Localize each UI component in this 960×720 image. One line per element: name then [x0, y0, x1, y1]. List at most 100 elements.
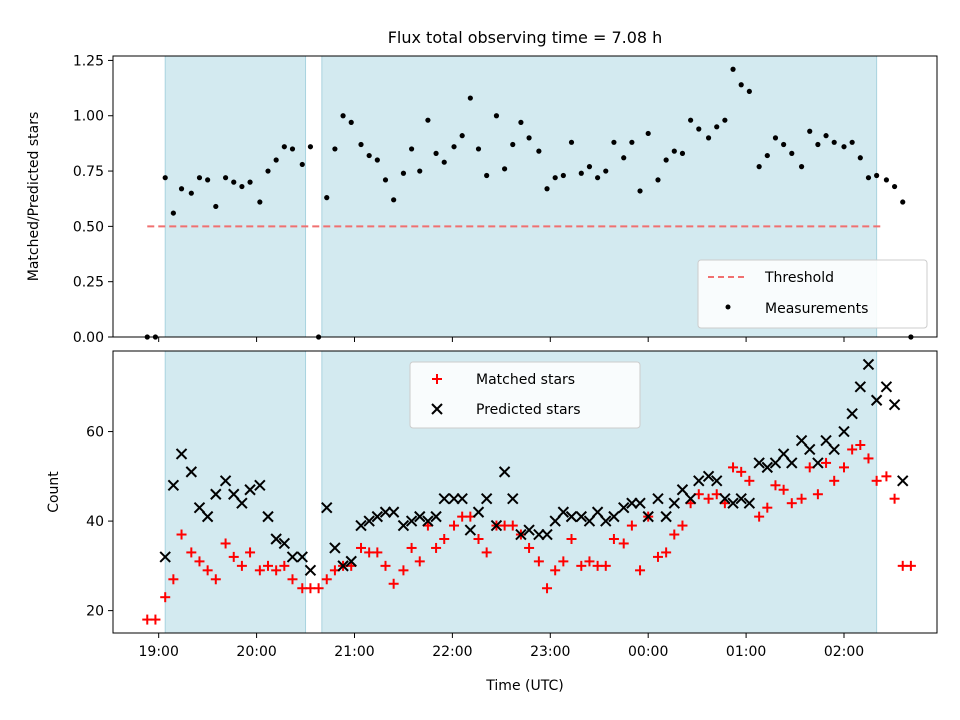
matched-star-point-10: [228, 551, 239, 562]
predicted-star-point-47: [565, 510, 578, 523]
x-tick-label-00-00: 00:00: [628, 644, 668, 660]
predicted-star-point-39: [498, 466, 511, 478]
shaded-interval-0: [164, 55, 307, 338]
matched-star-point-88: [889, 493, 900, 504]
matched-star-point-7: [202, 565, 213, 576]
matched-star-point-4: [176, 529, 187, 540]
measurement-point-37: [459, 133, 465, 139]
predicted-star-point-35: [464, 524, 477, 536]
legend-predicted-swatch: [431, 403, 443, 415]
measurement-point-7: [205, 177, 211, 183]
predicted-star-point-81: [854, 381, 867, 393]
measurement-point-38: [467, 95, 473, 101]
measurement-point-39: [475, 146, 482, 152]
predicted-star-point-55: [634, 497, 646, 509]
measurement-point-84: [857, 155, 863, 161]
measurement-point-55: [611, 139, 617, 145]
matched-star-point-48: [550, 565, 561, 576]
predicted-star-point-48: [575, 510, 588, 523]
measurement-point-73: [764, 152, 770, 159]
matched-stars-series: [142, 440, 916, 625]
bottom-x-axis-ticks: 19:00 20:00 21:00 22:00 23:00 00:00 01:00 02:00: [139, 633, 864, 660]
predicted-star-point-4: [193, 501, 206, 514]
x-tick-label-22-00: 22:00: [432, 644, 472, 660]
measurement-point-70: [738, 82, 744, 88]
predicted-star-point-59: [668, 497, 681, 509]
matched-star-point-39: [473, 534, 484, 544]
predicted-star-point-57: [652, 493, 664, 505]
predicted-star-point-83: [870, 394, 883, 406]
matched-star-point-79: [812, 489, 823, 500]
measurement-point-57: [629, 139, 635, 145]
measurement-point-66: [705, 135, 712, 141]
matched-star-point-76: [786, 498, 797, 509]
predicted-star-point-46: [557, 506, 570, 518]
predicted-star-point-43: [533, 528, 545, 541]
predicted-star-point-53: [618, 501, 630, 514]
measurement-point-76: [789, 150, 795, 156]
measurement-point-13: [257, 199, 263, 205]
matched-star-point-9: [220, 538, 231, 549]
matched-star-point-54: [600, 560, 611, 571]
bottom-y-tick-label-40: 40: [86, 514, 104, 530]
matched-star-point-47: [542, 583, 553, 594]
matched-star-point-34: [431, 542, 442, 553]
measurement-point-3: [170, 210, 176, 216]
measurement-point-87: [883, 177, 890, 183]
legend-threshold-label: Threshold: [764, 270, 834, 286]
matched-star-point-49: [558, 556, 569, 567]
predicted-star-point-17: [304, 564, 317, 577]
measurement-point-54: [603, 168, 609, 174]
predicted-star-point-36: [472, 506, 485, 518]
predicted-star-point-42: [523, 524, 535, 536]
legend-predicted-label: Predicted stars: [476, 402, 581, 418]
predicted-star-point-9: [236, 497, 248, 509]
predicted-star-point-68: [743, 497, 756, 509]
x-tick-label-02-00: 02:00: [824, 644, 864, 660]
predicted-star-point-67: [735, 493, 747, 505]
matched-star-point-2: [160, 592, 171, 603]
matched-star-point-57: [626, 520, 637, 531]
chart-title: Flux total observing time = 7.08 h: [388, 28, 663, 47]
predicted-star-point-56: [642, 510, 654, 523]
measurement-point-48: [552, 175, 558, 181]
predicted-star-point-54: [626, 497, 638, 509]
matched-star-point-77: [796, 493, 807, 504]
matched-star-point-40: [481, 547, 492, 558]
measurement-point-81: [831, 139, 837, 145]
measurement-point-30: [400, 170, 407, 176]
predicted-star-point-77: [820, 434, 832, 447]
predicted-star-point-49: [583, 515, 596, 527]
predicted-star-point-73: [786, 457, 798, 469]
x-axis-label: Time (UTC): [485, 678, 563, 694]
matched-star-point-75: [778, 484, 789, 495]
measurement-point-58: [637, 188, 643, 194]
predicted-star-point-27: [397, 519, 410, 532]
predicted-star-point-10: [244, 484, 256, 496]
predicted-star-point-21: [345, 555, 357, 568]
measurement-point-47: [544, 186, 550, 192]
top-legend: Threshold Measurements: [697, 259, 928, 329]
matched-star-point-8: [210, 574, 221, 585]
matched-star-point-86: [871, 475, 882, 486]
measurement-point-51: [578, 170, 584, 176]
measurement-point-80: [823, 133, 829, 139]
matched-star-point-31: [406, 542, 417, 553]
predicted-star-point-44: [541, 528, 553, 541]
measurements-series: [144, 66, 914, 340]
matched-star-point-15: [271, 565, 282, 576]
predicted-star-point-82: [862, 358, 875, 371]
measurement-point-77: [798, 164, 805, 170]
measurement-point-40: [484, 172, 490, 179]
measurement-point-60: [655, 177, 661, 183]
measurement-point-28: [382, 177, 389, 183]
matched-star-point-63: [677, 520, 688, 531]
predicted-star-point-14: [278, 537, 291, 550]
measurement-point-6: [196, 175, 203, 181]
matched-star-point-13: [254, 565, 265, 576]
matched-star-point-56: [618, 538, 629, 549]
matched-star-point-74: [770, 480, 781, 491]
measurement-point-2: [162, 175, 168, 181]
matched-star-point-43: [507, 520, 518, 531]
